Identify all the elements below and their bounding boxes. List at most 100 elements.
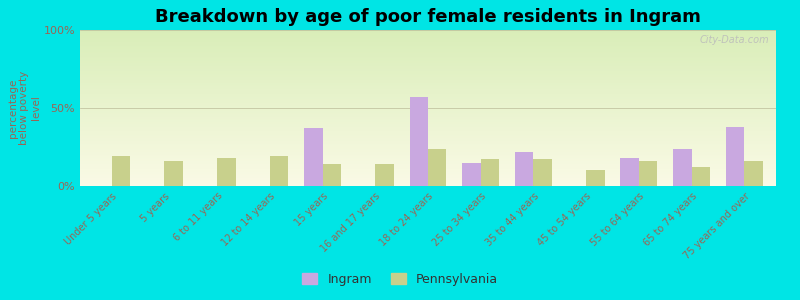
Bar: [80, 70, 776, 72]
Bar: [80, 152, 776, 153]
Bar: [80, 136, 776, 138]
Bar: [80, 113, 776, 114]
Bar: [80, 173, 776, 175]
Bar: [80, 55, 776, 56]
Bar: [80, 161, 776, 163]
Bar: [80, 121, 776, 122]
Y-axis label: percentage
below poverty
level: percentage below poverty level: [7, 71, 41, 145]
Bar: [462, 163, 481, 186]
Bar: [80, 116, 776, 117]
Bar: [80, 114, 776, 116]
Bar: [80, 102, 776, 103]
Bar: [80, 46, 776, 47]
Bar: [80, 142, 776, 144]
Bar: [80, 141, 776, 142]
Bar: [80, 82, 776, 83]
Bar: [80, 43, 776, 44]
Bar: [80, 128, 776, 130]
Bar: [80, 30, 776, 31]
Bar: [80, 50, 776, 52]
Bar: [639, 161, 658, 186]
Bar: [80, 155, 776, 156]
Bar: [80, 94, 776, 95]
Bar: [744, 161, 763, 186]
Bar: [80, 156, 776, 158]
Bar: [164, 161, 183, 186]
Bar: [80, 178, 776, 180]
Bar: [304, 128, 322, 186]
Bar: [80, 49, 776, 50]
Bar: [375, 164, 394, 186]
Bar: [80, 163, 776, 164]
Bar: [80, 75, 776, 77]
Bar: [80, 38, 776, 39]
Bar: [80, 147, 776, 148]
Bar: [80, 144, 776, 146]
Bar: [80, 64, 776, 66]
Bar: [80, 119, 776, 121]
Bar: [80, 105, 776, 106]
Bar: [80, 95, 776, 97]
Bar: [80, 153, 776, 155]
Bar: [80, 47, 776, 49]
Bar: [80, 32, 776, 33]
Bar: [322, 164, 341, 186]
Bar: [80, 177, 776, 178]
Bar: [80, 86, 776, 88]
Bar: [515, 152, 534, 186]
Bar: [80, 180, 776, 181]
Bar: [80, 110, 776, 111]
Bar: [726, 127, 744, 186]
Bar: [80, 125, 776, 127]
Bar: [80, 181, 776, 183]
Bar: [80, 52, 776, 53]
Bar: [80, 167, 776, 169]
Bar: [80, 60, 776, 61]
Bar: [80, 99, 776, 100]
Bar: [80, 33, 776, 35]
Bar: [80, 97, 776, 99]
Bar: [80, 44, 776, 46]
Bar: [80, 108, 776, 110]
Bar: [80, 133, 776, 134]
Bar: [80, 63, 776, 64]
Bar: [80, 166, 776, 167]
Bar: [80, 175, 776, 177]
Bar: [80, 124, 776, 125]
Bar: [80, 131, 776, 133]
Bar: [80, 36, 776, 38]
Bar: [481, 160, 499, 186]
Bar: [80, 61, 776, 63]
Bar: [80, 35, 776, 36]
Title: Breakdown by age of poor female residents in Ingram: Breakdown by age of poor female resident…: [155, 8, 701, 26]
Bar: [80, 68, 776, 69]
Bar: [80, 85, 776, 86]
Bar: [80, 91, 776, 92]
Bar: [80, 117, 776, 119]
Bar: [80, 127, 776, 128]
Bar: [80, 122, 776, 124]
Bar: [80, 134, 776, 136]
Bar: [410, 97, 428, 186]
Bar: [112, 156, 130, 186]
Bar: [80, 66, 776, 68]
Bar: [621, 158, 639, 186]
Bar: [80, 111, 776, 113]
Bar: [80, 53, 776, 55]
Bar: [80, 80, 776, 82]
Bar: [673, 148, 692, 186]
Bar: [80, 89, 776, 91]
Bar: [80, 58, 776, 60]
Bar: [80, 183, 776, 184]
Bar: [80, 41, 776, 43]
Bar: [80, 103, 776, 105]
Bar: [428, 148, 446, 186]
Bar: [80, 169, 776, 170]
Bar: [80, 139, 776, 141]
Bar: [80, 74, 776, 75]
Text: City-Data.com: City-Data.com: [699, 35, 769, 45]
Bar: [80, 83, 776, 85]
Legend: Ingram, Pennsylvania: Ingram, Pennsylvania: [298, 268, 502, 291]
Bar: [80, 184, 776, 186]
Bar: [80, 77, 776, 78]
